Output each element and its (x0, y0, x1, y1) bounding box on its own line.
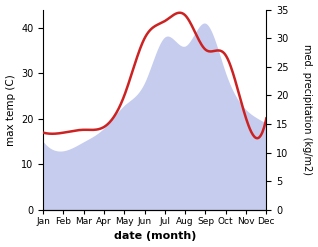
X-axis label: date (month): date (month) (114, 231, 196, 242)
Y-axis label: med. precipitation (kg/m2): med. precipitation (kg/m2) (302, 44, 313, 175)
Y-axis label: max temp (C): max temp (C) (5, 74, 16, 146)
